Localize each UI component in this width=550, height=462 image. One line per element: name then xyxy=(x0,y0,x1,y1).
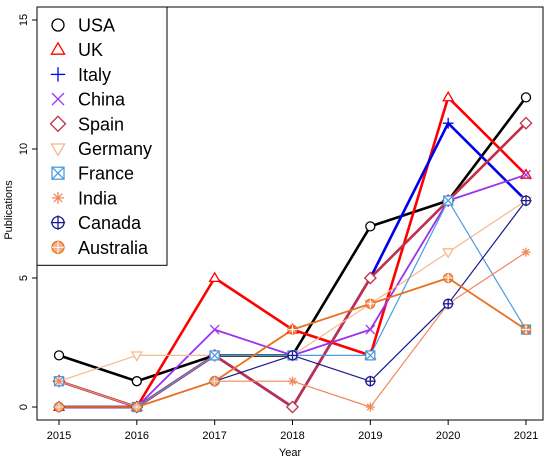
data-point-india xyxy=(288,376,297,386)
legend-marker-france xyxy=(51,166,65,180)
x-axis: 2015 2016 2017 2018 2019 2020 2021 xyxy=(47,420,538,442)
data-point-canada xyxy=(442,298,454,310)
legend-item-china: China xyxy=(51,90,126,110)
data-point-canada xyxy=(520,195,532,206)
x-tick-label: 2018 xyxy=(280,430,304,442)
data-point-india xyxy=(521,247,531,257)
legend-label-germany: Germany xyxy=(78,139,152,159)
legend-label-france: France xyxy=(78,164,134,184)
series-line-australia xyxy=(59,277,527,408)
legend-item-india: India xyxy=(52,188,118,208)
data-point-australia xyxy=(443,272,454,284)
legend-marker-germany xyxy=(50,143,66,157)
data-point-china xyxy=(521,169,531,180)
data-point-france xyxy=(209,350,220,361)
data-point-uk xyxy=(442,90,455,102)
data-point-china xyxy=(365,324,376,335)
data-point-canada xyxy=(287,350,298,361)
legend-marker-spain xyxy=(49,115,67,133)
data-point-spain xyxy=(363,271,377,285)
data-point-usa xyxy=(520,92,532,103)
data-point-australia xyxy=(53,401,65,413)
data-point-usa xyxy=(131,376,142,387)
data-point-italy xyxy=(442,117,454,129)
data-point-australia xyxy=(520,324,532,335)
data-point-canada xyxy=(364,375,376,387)
legend-marker-usa xyxy=(51,18,65,32)
data-point-india xyxy=(365,402,375,412)
data-point-spain xyxy=(519,116,533,130)
legend-label-spain: Spain xyxy=(78,114,124,134)
legend-label-india: India xyxy=(78,188,118,208)
legend-marker-italy xyxy=(50,67,66,82)
legend-label-china: China xyxy=(78,90,126,110)
data-point-china xyxy=(209,324,220,335)
legend-label-uk: UK xyxy=(78,40,103,60)
legend-label-australia: Australia xyxy=(78,238,149,258)
y-tick-label: 10 xyxy=(18,143,30,155)
y-tick-label: 0 xyxy=(18,404,30,410)
y-axis-title: Publications xyxy=(3,180,15,240)
data-point-australia xyxy=(131,401,142,413)
legend-marker-india xyxy=(52,191,64,204)
x-tick-label: 2019 xyxy=(358,430,382,442)
legend-item-uk: UK xyxy=(50,40,103,60)
data-point-germany xyxy=(130,351,143,362)
data-point-uk xyxy=(208,271,221,283)
legend-item-italy: Italy xyxy=(50,65,111,85)
data-point-australia xyxy=(365,298,376,309)
legend-label-italy: Italy xyxy=(78,65,111,85)
data-point-usa xyxy=(365,221,376,232)
data-point-australia xyxy=(209,376,220,387)
data-point-france xyxy=(365,350,376,361)
legend-marker-australia xyxy=(51,240,65,254)
legend-label-canada: Canada xyxy=(78,213,142,233)
legend-marker-china xyxy=(51,92,65,106)
legend-item-germany: Germany xyxy=(50,139,152,159)
y-tick-label: 15 xyxy=(18,14,30,26)
legend-marker-canada xyxy=(50,215,66,230)
data-point-france xyxy=(443,195,454,206)
x-axis-title: Year xyxy=(279,447,302,459)
legend-label-usa: USA xyxy=(78,16,115,36)
data-point-germany xyxy=(442,248,455,259)
x-tick-label: 2017 xyxy=(202,430,226,442)
y-axis: 0 5 10 15 xyxy=(18,14,37,410)
x-tick-label: 2015 xyxy=(47,430,71,442)
series-markers xyxy=(52,90,533,414)
data-point-spain xyxy=(285,400,300,414)
legend-marker-uk xyxy=(50,41,66,55)
legend-item-usa: USA xyxy=(51,16,115,36)
legend-item-france: France xyxy=(51,164,134,184)
x-tick-label: 2020 xyxy=(436,430,460,442)
x-tick-label: 2016 xyxy=(125,430,149,442)
y-tick-label: 5 xyxy=(18,275,30,281)
x-tick-label: 2021 xyxy=(514,430,538,442)
legend-item-australia: Australia xyxy=(51,238,149,258)
legend: USA UK Italy China Spain Germany France India Ca… xyxy=(36,6,168,266)
data-point-usa xyxy=(53,350,65,361)
data-point-india xyxy=(54,376,64,386)
data-point-australia xyxy=(287,324,298,335)
legend-item-spain: Spain xyxy=(49,114,124,134)
legend-item-canada: Canada xyxy=(50,213,142,233)
